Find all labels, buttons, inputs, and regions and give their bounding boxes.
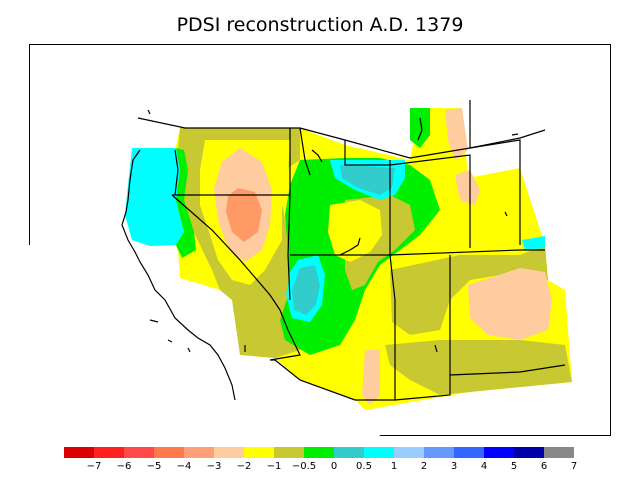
legend-tick-label: −7 (87, 461, 102, 472)
nv-ut-border (287, 128, 291, 301)
pdsi-field (125, 108, 572, 410)
legend-swatch (514, 447, 544, 458)
island-nw (147, 109, 151, 115)
legend-tick-label: −0.5 (292, 461, 316, 472)
legend-swatch (154, 447, 184, 458)
baja-islands-3 (187, 347, 191, 353)
legend-swatch (394, 447, 424, 458)
legend-labels: −7 −6 −5 −4 −3 −2 −1 −0.5 0 0.5 1 2 3 4 5 6 7 (87, 461, 578, 472)
legend-swatch (184, 447, 214, 458)
field-peach-nemid (455, 170, 480, 205)
legend-tick-label: −4 (177, 461, 192, 472)
lake-2 (417, 117, 423, 141)
legend-swatch (454, 447, 484, 458)
legend-tick-label: 6 (541, 461, 547, 472)
baja-islands-2 (167, 339, 173, 343)
legend-swatch (364, 447, 394, 458)
legend-tick-label: 7 (571, 461, 577, 472)
field-cyan-coast (125, 148, 184, 246)
legend-tick-label: 3 (451, 461, 457, 472)
legend-swatch (334, 447, 364, 458)
co-wy-border (290, 249, 521, 256)
field-green-northeast (410, 108, 430, 148)
field-olive-southeast (385, 340, 572, 395)
legend-tick-label: −1 (267, 461, 282, 472)
lake-1 (311, 149, 323, 163)
mt-wy-border (344, 140, 471, 248)
dakota-border (469, 100, 521, 245)
legend-swatch (304, 447, 334, 458)
field-cyan-east (522, 236, 545, 250)
field-cyandark-south (292, 265, 320, 315)
canada-border (137, 117, 546, 159)
legend-tick-label: −2 (237, 461, 252, 472)
field-salmon-core (226, 188, 262, 242)
mexico-mask (235, 358, 380, 436)
great-salt-lake (339, 237, 361, 256)
map-panel (29, 44, 611, 436)
legend-tick-label: 4 (481, 461, 487, 472)
legend-tick-label: 1 (391, 461, 397, 472)
legend-tick-label: −5 (147, 461, 162, 472)
or-idaho (174, 149, 179, 196)
nd-mark (504, 211, 508, 217)
field-yellow-inner (328, 200, 382, 262)
id-mt (299, 127, 311, 176)
legend-tick-label: −6 (117, 461, 132, 472)
legend-swatch (244, 447, 274, 458)
coastline-mask (29, 245, 380, 436)
legend-swatch (124, 447, 154, 458)
ocean-mask (29, 245, 238, 436)
field-olive-east (390, 245, 548, 335)
field-cyandark-north (340, 165, 395, 195)
legend-tick-label: −3 (207, 461, 222, 472)
legend-swatch (64, 447, 94, 458)
field-green-coast (176, 148, 196, 258)
legend-swatches (64, 447, 574, 458)
legend-tick-label: 0.5 (356, 461, 372, 472)
field-peach-south (362, 350, 380, 405)
page-title: PDSI reconstruction A.D. 1379 (176, 14, 464, 36)
legend-tick-label: 0 (331, 461, 337, 472)
legend-swatch (424, 447, 454, 458)
legend-tick-label: 2 (421, 461, 427, 472)
ca-nv-border (171, 194, 281, 311)
field-olive-south (232, 290, 300, 358)
baja-islands-1 (149, 319, 159, 323)
lake-4 (434, 344, 438, 353)
az-border (269, 254, 396, 401)
island-ne (511, 133, 519, 136)
pacific-coastline (121, 149, 236, 401)
legend-tick-label: 5 (511, 461, 517, 472)
field-peach-northeast (445, 108, 468, 160)
legend-swatch (94, 447, 124, 458)
legend-swatch (274, 447, 304, 458)
legend-swatch (544, 447, 574, 458)
political-boundaries (121, 100, 566, 401)
legend-swatch (214, 447, 244, 458)
legend-swatch (484, 447, 514, 458)
field-peach-east (468, 268, 552, 340)
